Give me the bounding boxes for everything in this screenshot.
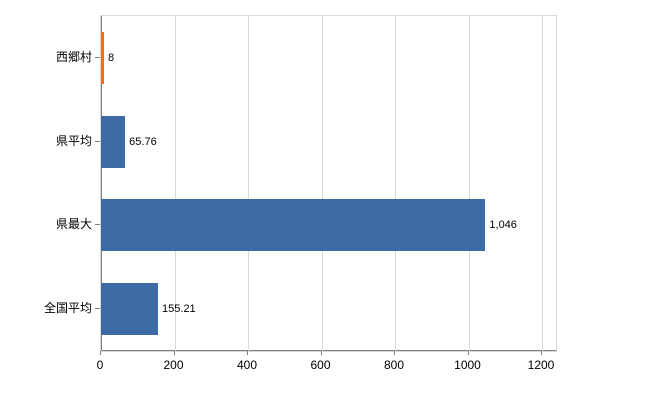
category-label: 西郷村	[55, 49, 92, 64]
gridline	[468, 16, 470, 351]
x-axis-tick	[541, 351, 542, 355]
y-axis-tick	[95, 140, 100, 142]
x-tick-label: 0	[96, 358, 104, 372]
bar-4	[101, 283, 159, 336]
y-axis-tick	[95, 56, 100, 58]
gridline	[174, 16, 176, 351]
x-tick-label: 200	[163, 358, 184, 372]
x-axis-tick	[394, 351, 395, 355]
category-label: 県最大	[55, 217, 92, 232]
bar-value-label: 8	[107, 51, 115, 64]
bar-1	[101, 31, 104, 84]
bar-2	[101, 115, 126, 168]
x-axis-tick	[467, 351, 469, 355]
x-tick-label: 1200	[527, 358, 555, 372]
x-axis-line	[101, 350, 556, 351]
bar-3	[101, 199, 486, 252]
x-tick-label: 600	[310, 358, 331, 372]
x-tick-label: 1000	[454, 358, 481, 372]
y-axis-line	[101, 16, 102, 351]
x-axis-tick	[173, 351, 175, 355]
gridline	[395, 16, 396, 351]
y-axis-tick	[95, 308, 100, 310]
category-label: 全国平均	[43, 301, 92, 316]
bar-value-label: 155.21	[162, 303, 196, 316]
plot-area: 8 65.76 1,046 155.21	[100, 15, 557, 352]
x-tick-label: 800	[383, 358, 405, 372]
x-axis-tick	[320, 351, 322, 355]
x-axis-tick	[247, 351, 248, 355]
x-axis-tick	[100, 351, 101, 355]
category-label: 県平均	[55, 133, 92, 148]
x-tick-label: 400	[236, 358, 258, 372]
gridline	[542, 16, 543, 351]
bar-value-label: 1,046	[489, 219, 517, 232]
gridline	[248, 16, 249, 351]
y-axis-tick	[95, 224, 100, 226]
gridline	[321, 16, 323, 351]
bar-value-label: 65.76	[129, 135, 157, 148]
